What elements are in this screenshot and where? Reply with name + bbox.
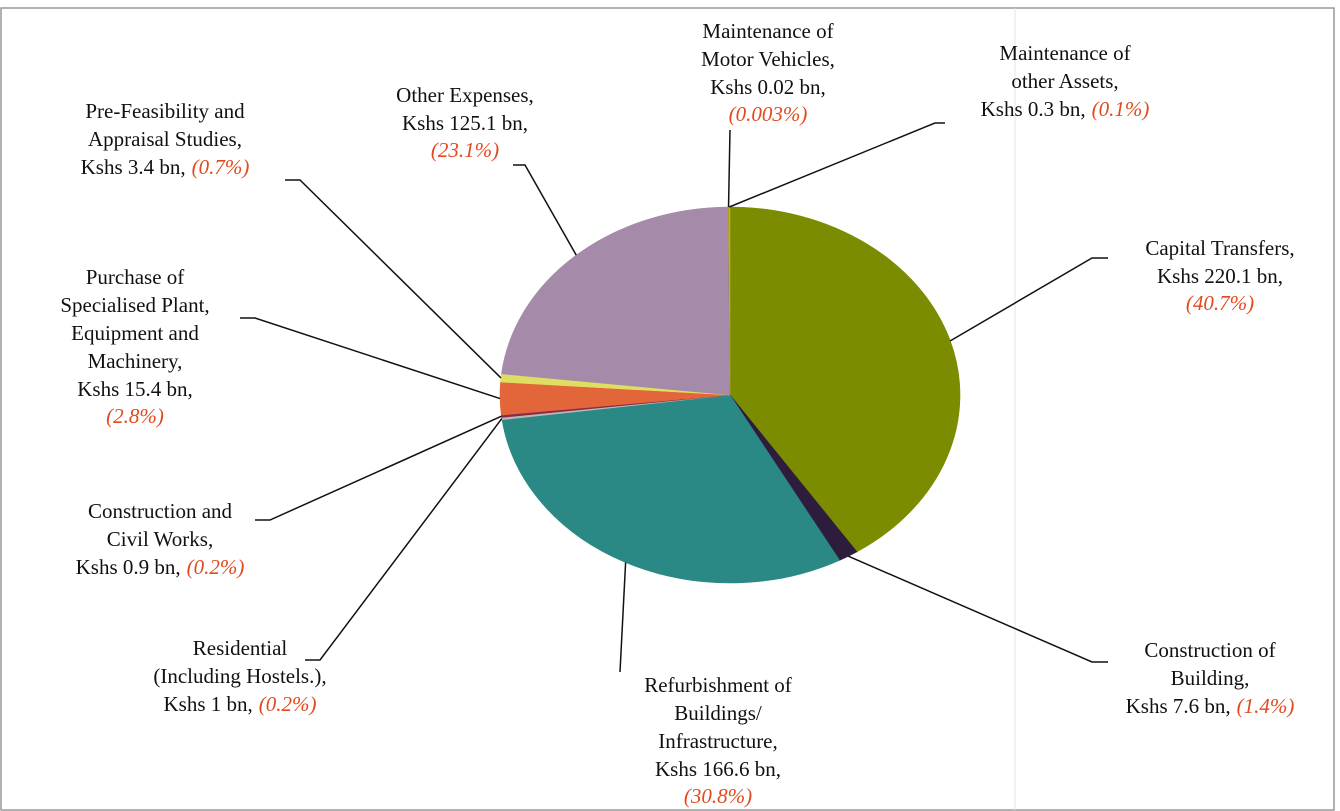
amount-text: Kshs 0.9 bn, bbox=[76, 555, 181, 579]
slice-label: Capital Transfers, bbox=[1145, 236, 1294, 260]
slice-label: Pre-Feasibility and bbox=[85, 99, 245, 123]
amount-text: Kshs 0.3 bn, bbox=[981, 97, 1086, 121]
percent-label: (40.7%) bbox=[1186, 291, 1254, 315]
slice-amount: Kshs 1 bn, (0.2%) bbox=[164, 692, 317, 716]
chart-frame bbox=[0, 7, 1335, 811]
pie bbox=[499, 206, 961, 584]
slice-amount: Kshs 125.1 bn, bbox=[402, 111, 528, 135]
slice-amount: Kshs 15.4 bn, bbox=[77, 377, 193, 401]
amount-text: Kshs 3.4 bn, bbox=[81, 155, 186, 179]
slice-label: other Assets, bbox=[1011, 69, 1118, 93]
amount-text: Kshs 166.6 bn, bbox=[655, 757, 781, 781]
leader-line bbox=[240, 317, 501, 400]
slice-amount: Kshs 0.3 bn, (0.1%) bbox=[981, 97, 1150, 121]
percent-label: (0.1%) bbox=[1092, 97, 1150, 121]
amount-text: Kshs 0.02 bn, bbox=[710, 75, 826, 99]
leader-line bbox=[285, 179, 502, 379]
leader-line bbox=[513, 164, 577, 256]
amount-text: Kshs 125.1 bn, bbox=[402, 111, 528, 135]
slice-label: Building, bbox=[1171, 666, 1250, 690]
leader-line bbox=[949, 257, 1108, 342]
percent-label: (0.003%) bbox=[729, 102, 808, 126]
labels: Capital Transfers, Kshs 220.1 bn, (40.7%) C… bbox=[60, 19, 1294, 808]
slice-label: (Including Hostels.), bbox=[153, 664, 326, 688]
slice-label: Civil Works, bbox=[107, 527, 213, 551]
percent-label: (30.8%) bbox=[684, 784, 752, 808]
slice-label: Construction and bbox=[88, 499, 233, 523]
amount-text: Kshs 220.1 bn, bbox=[1157, 264, 1283, 288]
slice-label: Construction of bbox=[1144, 638, 1275, 662]
pie-slice bbox=[501, 206, 731, 396]
slice-amount: Kshs 166.6 bn, bbox=[655, 757, 781, 781]
amount-text: Kshs 1 bn, bbox=[164, 692, 253, 716]
amount-text: Kshs 15.4 bn, bbox=[77, 377, 193, 401]
slice-label: Maintenance of bbox=[999, 41, 1130, 65]
slice-amount: Kshs 7.6 bn, (1.4%) bbox=[1126, 694, 1295, 718]
percent-label: (0.2%) bbox=[187, 555, 245, 579]
slice-amount: Kshs 0.9 bn, (0.2%) bbox=[76, 555, 245, 579]
slice-label: Purchase of bbox=[86, 265, 185, 289]
slice-label: Infrastructure, bbox=[658, 729, 778, 753]
slice-label: Appraisal Studies, bbox=[88, 127, 242, 151]
slice-label: Maintenance of bbox=[702, 19, 833, 43]
amount-text: Kshs 7.6 bn, bbox=[1126, 694, 1231, 718]
slice-amount: Kshs 0.02 bn, bbox=[710, 75, 826, 99]
slice-label: Machinery, bbox=[88, 349, 183, 373]
slice-label: Residential bbox=[193, 636, 288, 660]
percent-label: (0.7%) bbox=[192, 155, 250, 179]
leader-line bbox=[848, 555, 1108, 663]
leader-line bbox=[619, 562, 627, 673]
slice-label: Motor Vehicles, bbox=[701, 47, 835, 71]
slice-label: Specialised Plant, bbox=[60, 293, 209, 317]
percent-label: (1.4%) bbox=[1237, 694, 1295, 718]
percent-label: (2.8%) bbox=[106, 404, 164, 428]
slice-label: Refurbishment of bbox=[644, 673, 792, 697]
slice-label: Other Expenses, bbox=[396, 83, 534, 107]
slice-amount: Kshs 220.1 bn, bbox=[1157, 264, 1283, 288]
slice-amount: Kshs 3.4 bn, (0.7%) bbox=[81, 155, 250, 179]
leader-line bbox=[727, 129, 731, 208]
leader-line bbox=[255, 415, 502, 521]
slice-label: Equipment and bbox=[71, 321, 199, 345]
percent-label: (0.2%) bbox=[259, 692, 317, 716]
leader-line bbox=[305, 418, 503, 661]
leader-line bbox=[728, 122, 945, 208]
slice-label: Buildings/ bbox=[674, 701, 762, 725]
percent-label: (23.1%) bbox=[431, 138, 499, 162]
